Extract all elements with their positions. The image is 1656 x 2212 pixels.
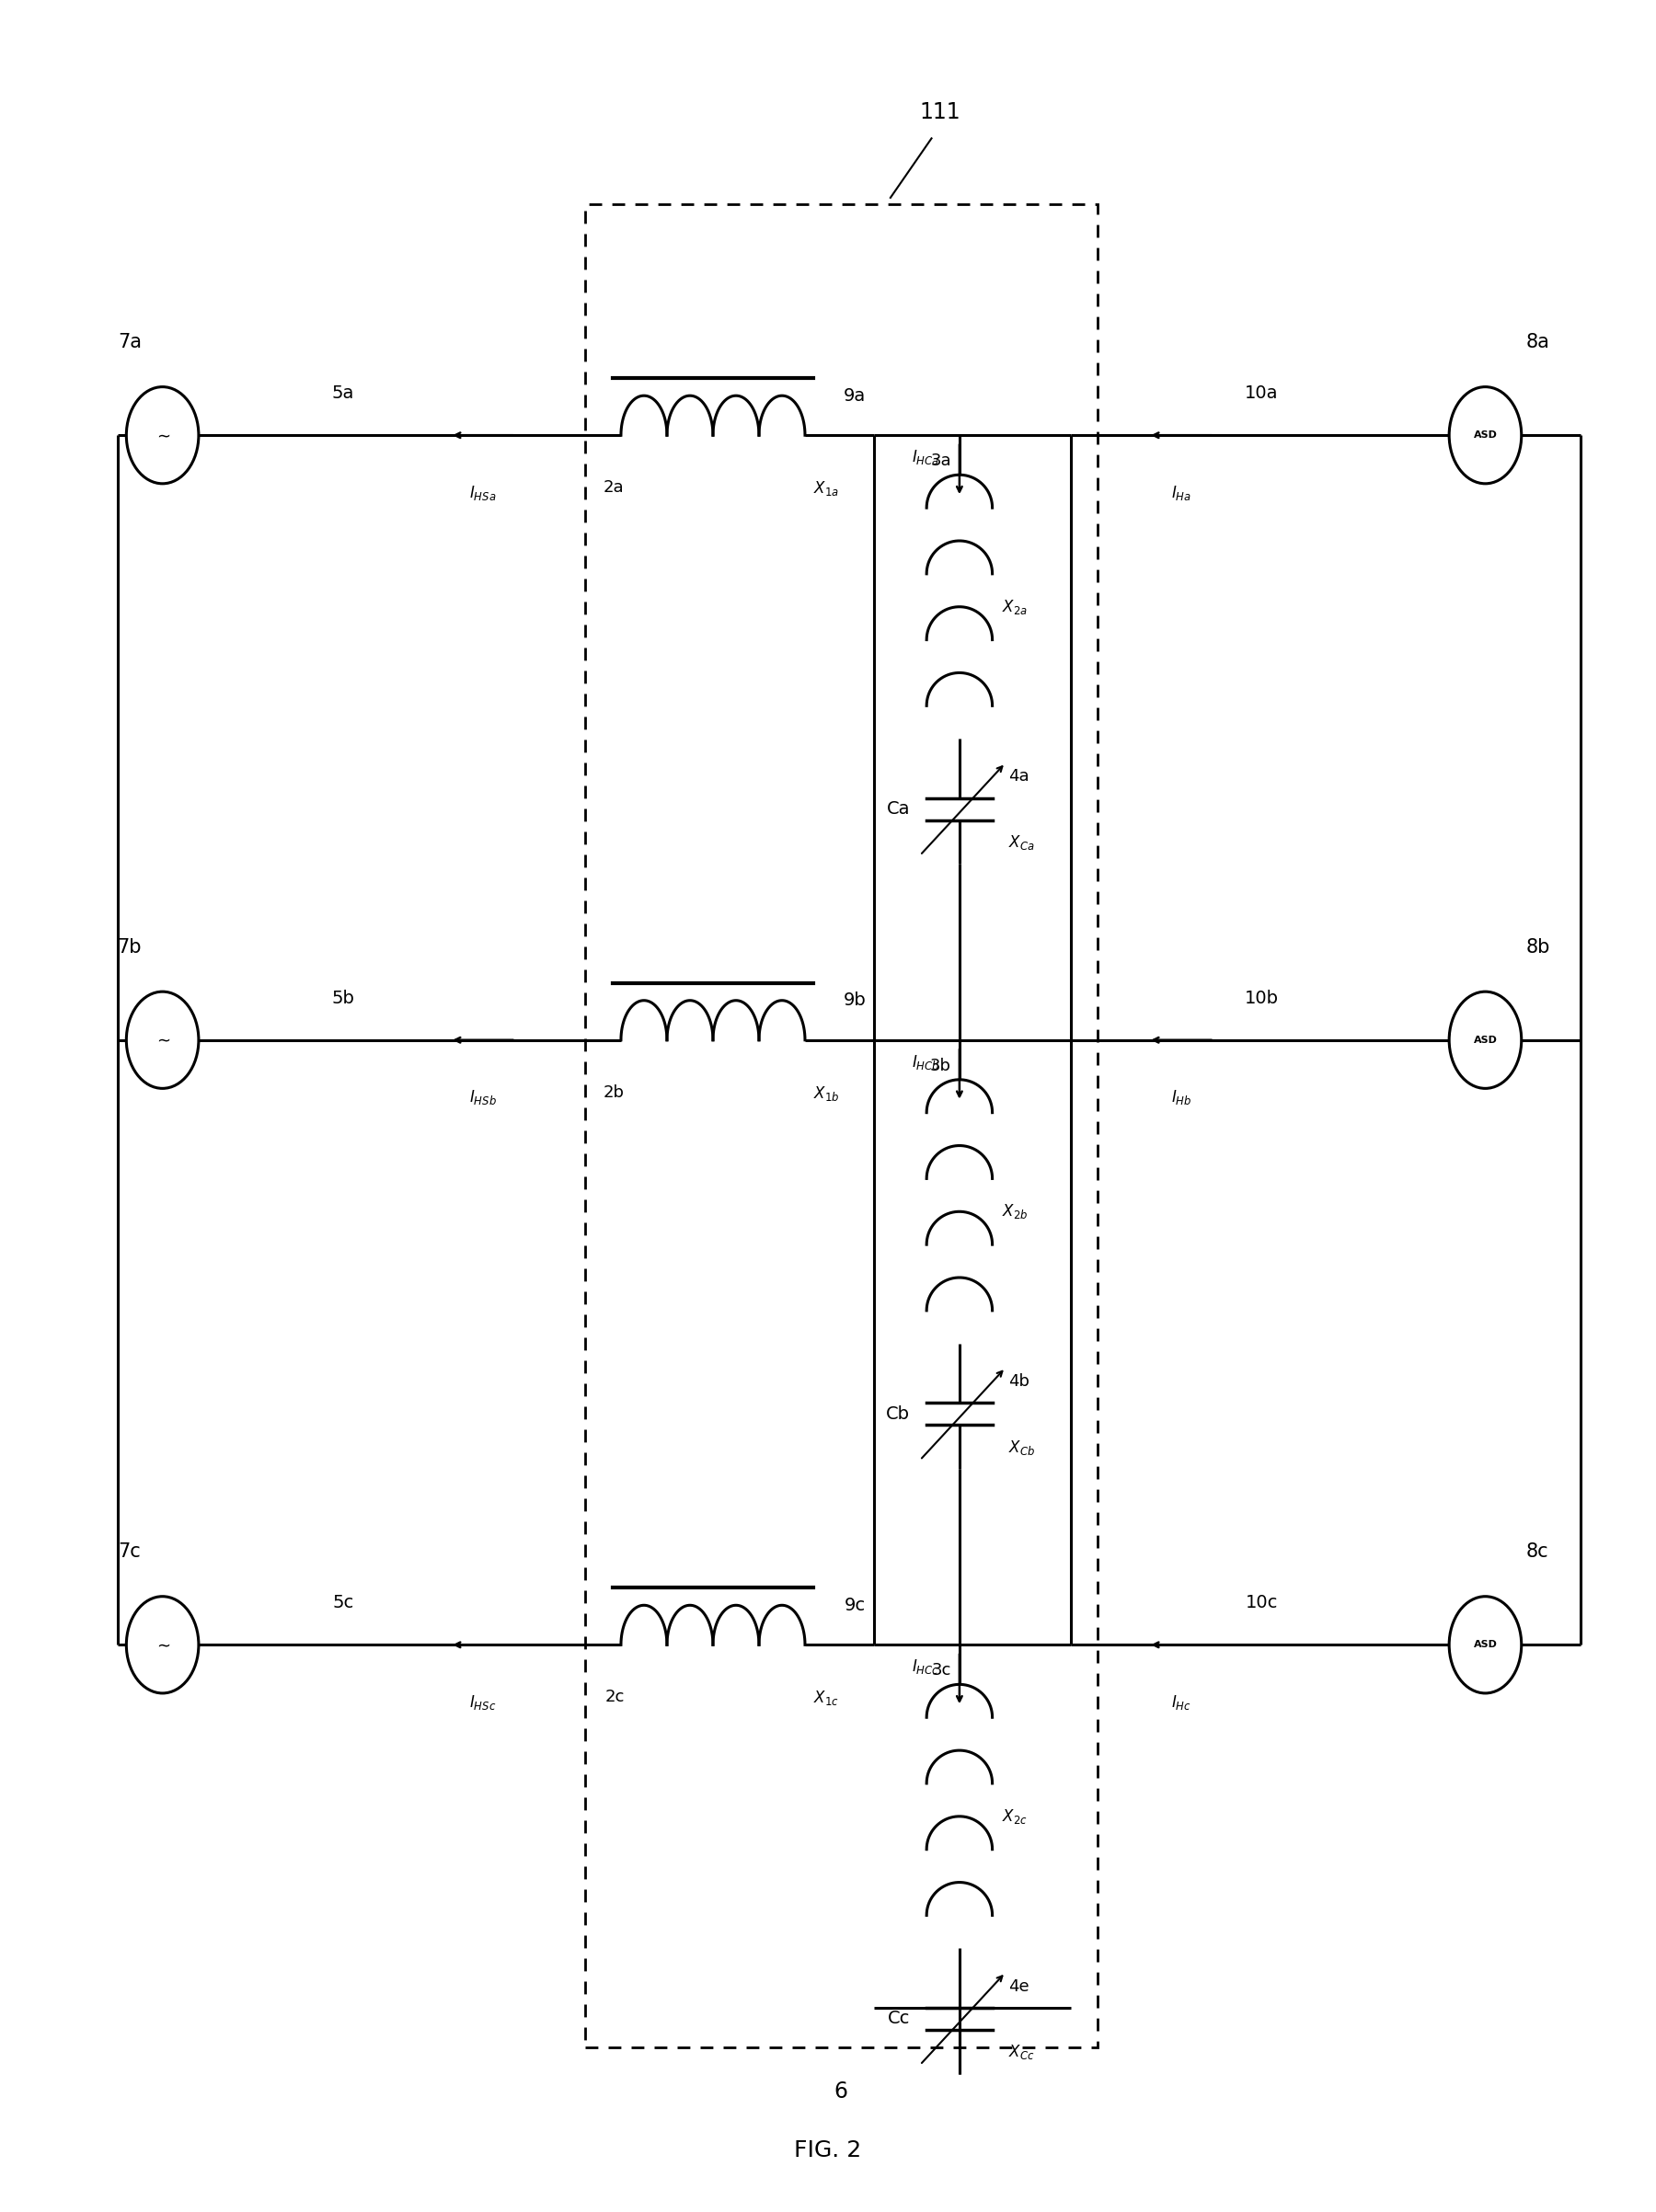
Text: $X_{1b}$: $X_{1b}$ [813, 1084, 840, 1102]
Text: 2c: 2c [604, 1688, 624, 1705]
Text: 5b: 5b [331, 989, 354, 1006]
Text: $I_{HCc}$: $I_{HCc}$ [912, 1657, 939, 1677]
Text: 8a: 8a [1527, 334, 1550, 352]
Text: $I_{HSc}$: $I_{HSc}$ [469, 1692, 497, 1712]
Text: 3a: 3a [931, 453, 951, 469]
Text: 111: 111 [919, 102, 960, 124]
Text: $\sim$: $\sim$ [154, 1637, 171, 1652]
Text: 10a: 10a [1245, 385, 1278, 403]
Text: 2b: 2b [603, 1084, 624, 1102]
Text: 4e: 4e [1009, 1978, 1030, 1995]
Text: 3c: 3c [932, 1663, 951, 1679]
Text: $I_{Hb}$: $I_{Hb}$ [1171, 1088, 1192, 1106]
Text: $X_{2b}$: $X_{2b}$ [1002, 1203, 1028, 1221]
Text: 9a: 9a [843, 387, 866, 405]
Text: 7b: 7b [118, 938, 142, 956]
Text: Ca: Ca [886, 801, 911, 818]
Text: $X_{2c}$: $X_{2c}$ [1002, 1807, 1028, 1825]
Text: ASD: ASD [1474, 1641, 1497, 1650]
Text: $X_{1a}$: $X_{1a}$ [813, 480, 840, 498]
Text: $\sim$: $\sim$ [154, 427, 171, 445]
Text: Cb: Cb [886, 1405, 911, 1422]
Text: Cc: Cc [888, 2011, 911, 2028]
Text: ASD: ASD [1474, 431, 1497, 440]
Text: 4a: 4a [1009, 768, 1030, 785]
Text: 9b: 9b [843, 991, 866, 1009]
Text: $X_{1c}$: $X_{1c}$ [813, 1688, 838, 1708]
Text: 10b: 10b [1245, 989, 1278, 1006]
Text: 7a: 7a [118, 334, 142, 352]
Text: ASD: ASD [1474, 1035, 1497, 1044]
Text: 9c: 9c [845, 1597, 866, 1615]
Bar [585, 204, 1098, 2048]
Text: 2a: 2a [603, 480, 624, 495]
Text: 8b: 8b [1527, 938, 1550, 956]
Text: $I_{Ha}$: $I_{Ha}$ [1171, 484, 1191, 502]
Text: $\sim$: $\sim$ [154, 1031, 171, 1048]
Text: $I_{HSa}$: $I_{HSa}$ [469, 484, 497, 502]
Text: 10c: 10c [1245, 1595, 1278, 1613]
Text: $X_{Cc}$: $X_{Cc}$ [1009, 2044, 1035, 2062]
Text: $I_{Hc}$: $I_{Hc}$ [1171, 1692, 1191, 1712]
Text: FIG. 2: FIG. 2 [795, 2139, 861, 2161]
Text: 3b: 3b [931, 1057, 951, 1075]
Text: 5a: 5a [333, 385, 354, 403]
Text: $X_{2a}$: $X_{2a}$ [1002, 597, 1028, 615]
Text: $I_{HSb}$: $I_{HSb}$ [469, 1088, 497, 1106]
Text: $I_{HCb}$: $I_{HCb}$ [911, 1053, 939, 1071]
Text: $X_{Ca}$: $X_{Ca}$ [1009, 834, 1035, 852]
Text: $I_{HCa}$: $I_{HCa}$ [912, 449, 939, 467]
Text: 7c: 7c [118, 1542, 141, 1562]
Text: 8c: 8c [1527, 1542, 1548, 1562]
Text: 6: 6 [835, 2079, 848, 2101]
Text: $X_{Cb}$: $X_{Cb}$ [1009, 1438, 1035, 1455]
Text: 5c: 5c [333, 1595, 354, 1613]
Text: 4b: 4b [1009, 1374, 1030, 1389]
